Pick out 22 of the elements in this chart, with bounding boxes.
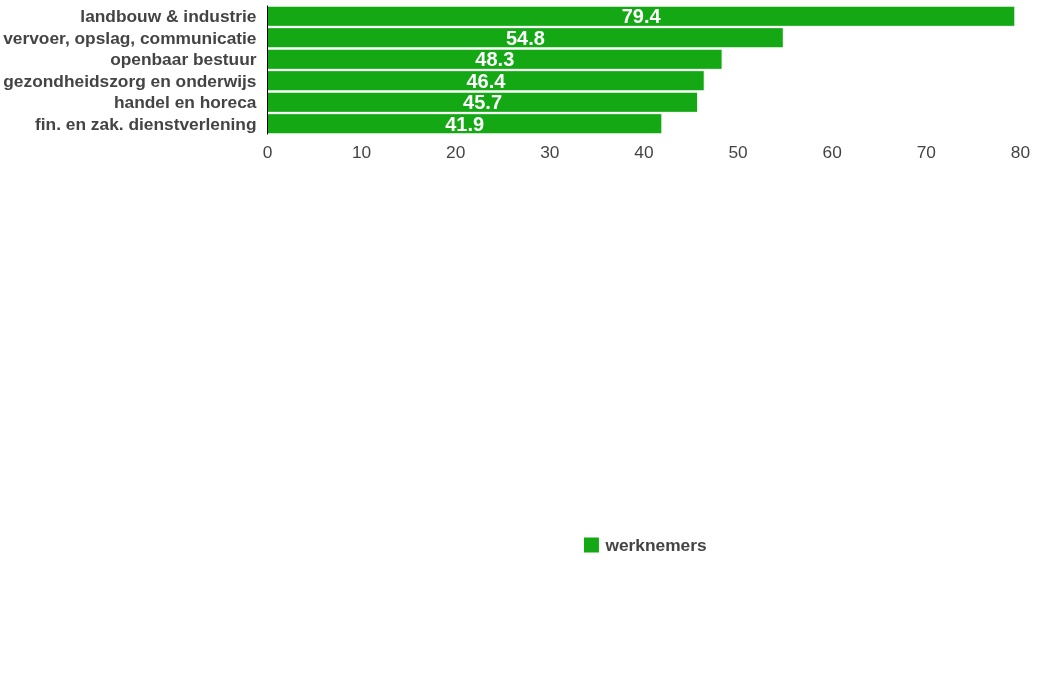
y-tick-label: gezondheidszorg en onderwijs [3, 70, 257, 91]
x-tick-label: 30 [540, 141, 560, 162]
x-tick-label: 70 [916, 141, 937, 162]
x-tick-label: 50 [728, 141, 748, 162]
data-label: 41.9 [445, 112, 485, 135]
x-tick-label: 40 [634, 141, 654, 162]
x-tick-label: 60 [822, 141, 842, 162]
y-tick-label: handel en horeca [113, 92, 257, 113]
y-tick-label: vervoer, opslag, communicatie [3, 27, 257, 48]
x-tick-label: 0 [262, 141, 273, 162]
data-label: 46.4 [466, 69, 507, 92]
data-label: 54.8 [505, 26, 545, 49]
y-tick-label: fin. en zak. dienstverlening [35, 113, 257, 134]
legend-label: werknemers [605, 534, 707, 556]
y-tick-label: openbaar bestuur [110, 49, 257, 70]
data-label: 45.7 [463, 91, 503, 114]
x-tick-label: 10 [351, 141, 372, 162]
data-label: 48.3 [475, 48, 515, 71]
x-tick-label: 80 [1010, 141, 1031, 162]
x-tick-label: 20 [446, 141, 466, 162]
data-label: 79.4 [621, 5, 662, 28]
y-tick-label: landbouw & industrie [80, 6, 257, 27]
